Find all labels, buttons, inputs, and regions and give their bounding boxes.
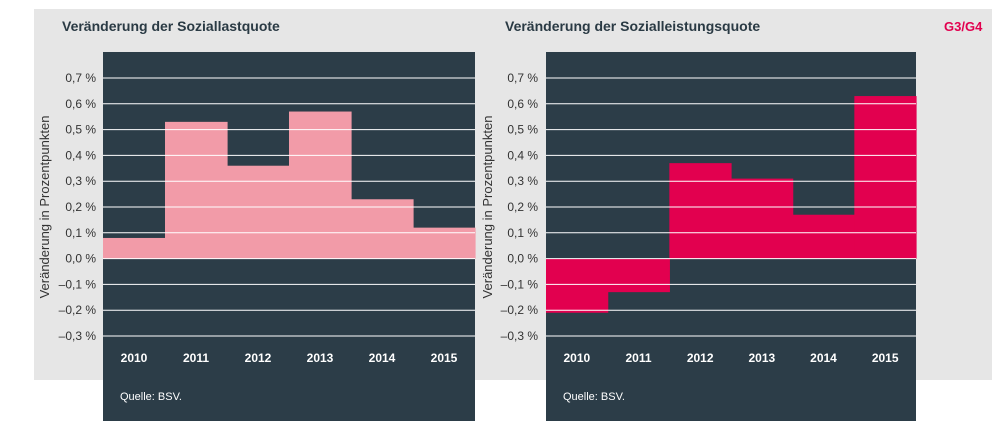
chart-1-ytick-label: 0,5 % [507, 123, 538, 137]
chart-0-xtick-label: 2014 [369, 351, 396, 365]
chart-0-xtick-label: 2012 [245, 351, 272, 365]
chart-1-xtick-label: 2013 [748, 351, 775, 365]
chart-1-xtick-label: 2011 [625, 351, 651, 365]
chart-0-xtick-label: 2011 [183, 351, 209, 365]
chart-0-bar-2014 [351, 199, 414, 259]
chart-1-xtick-label: 2010 [563, 351, 590, 365]
chart-0-ytick-label: 0,1 % [65, 226, 96, 240]
chart-1-bar-2013 [731, 178, 794, 259]
chart-1-ytick-label: –0,2 % [501, 303, 539, 317]
chart-0-ytick-label: 0,5 % [65, 123, 96, 137]
chart-1-ytick-label: –0,3 % [501, 329, 539, 343]
chart-0-bar-2011 [165, 121, 228, 259]
chart-0-ytick-label: 0,4 % [65, 148, 96, 162]
chart-0-ytick-label: 0,6 % [65, 97, 96, 111]
chart-1-ytick-label: 0,3 % [507, 174, 538, 188]
chart-1-ytick-label: 0,1 % [507, 226, 538, 240]
chart-0-bar-2015 [413, 227, 476, 259]
chart-0-xtick-label: 2015 [431, 351, 458, 365]
chart-0-y-axis-label: Veränderung in Prozentpunkten [37, 116, 52, 299]
chart-0-ytick-label: 0,7 % [65, 71, 96, 85]
chart-title-soziallastquote: Veränderung der Soziallastquote [62, 18, 280, 34]
chart-0-ytick-label: –0,1 % [59, 277, 97, 291]
chart-0-bar-2012 [227, 165, 290, 259]
chart-1-bar-2011 [607, 258, 670, 293]
chart-source-left: Quelle: BSV. [120, 391, 182, 403]
chart-1-xtick-label: 2014 [810, 351, 837, 365]
chart-1-bar-2015 [854, 96, 917, 259]
chart-0-ytick-label: 0,3 % [65, 174, 96, 188]
chart-0-ytick-label: 0,2 % [65, 200, 96, 214]
chart-1-ytick-label: 0,2 % [507, 200, 538, 214]
chart-0-ytick-label: –0,2 % [59, 303, 97, 317]
chart-1-bar-2012 [669, 163, 732, 259]
chart-title-sozialleistungsquote: Veränderung der Sozialleistungsquote [505, 18, 761, 34]
chart-1-ytick-label: 0,0 % [507, 252, 538, 266]
chart-1-ytick-label: 0,6 % [507, 97, 538, 111]
figure-badge: G3/G4 [944, 19, 983, 34]
chart-1-ytick-label: 0,4 % [507, 148, 538, 162]
chart-1-bar-2014 [792, 214, 855, 259]
chart-1-ytick-label: 0,7 % [507, 71, 538, 85]
chart-0-bar-2010 [103, 237, 166, 259]
chart-1-xtick-label: 2015 [872, 351, 899, 365]
chart-1-y-axis-label: Veränderung in Prozentpunkten [480, 116, 495, 299]
chart-0-bar-2013 [289, 111, 352, 259]
chart-1-ytick-label: –0,1 % [501, 277, 539, 291]
chart-source-right: Quelle: BSV. [563, 391, 625, 403]
chart-0-xtick-label: 2013 [307, 351, 334, 365]
chart-0-ytick-label: 0,0 % [65, 252, 96, 266]
chart-0-xtick-label: 2010 [121, 351, 148, 365]
chart-1-xtick-label: 2012 [687, 351, 714, 365]
chart-1-bar-2010 [546, 258, 609, 313]
chart-0-ytick-label: –0,3 % [59, 329, 97, 343]
